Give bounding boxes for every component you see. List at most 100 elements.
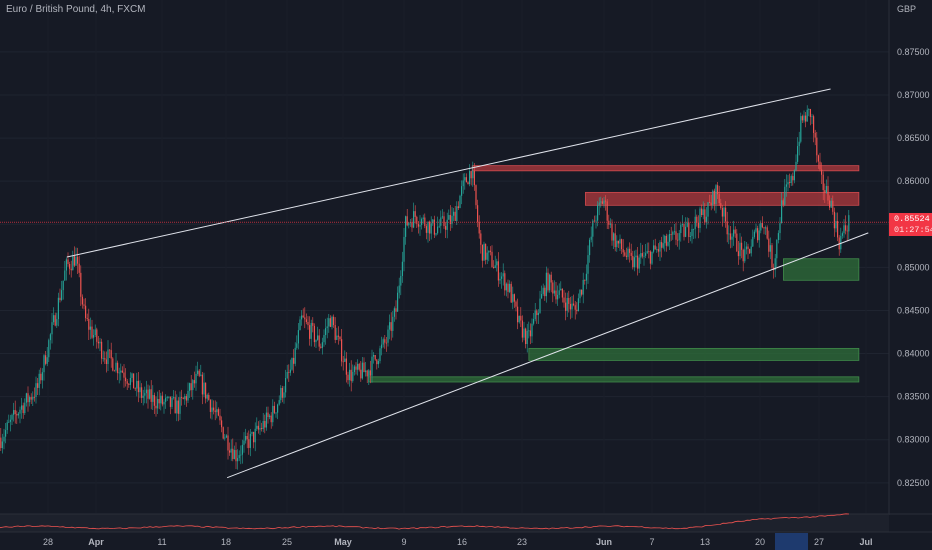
indicator-line — [0, 513, 850, 530]
price-tick-label: 0.84500 — [897, 305, 930, 315]
candle-body — [613, 233, 615, 241]
candle-body — [485, 243, 487, 260]
candle-body — [768, 238, 770, 252]
candle-body — [803, 115, 805, 121]
candle-body — [253, 431, 255, 443]
candle-body — [360, 369, 362, 379]
candle-body — [336, 335, 338, 340]
candle-body — [281, 387, 283, 398]
candle-body — [401, 261, 403, 276]
lower-trendline[interactable] — [226, 232, 869, 479]
candle-body — [793, 170, 795, 181]
candle-body — [614, 233, 616, 248]
candle-body — [525, 328, 527, 345]
resistance-zone[interactable] — [471, 165, 860, 172]
candle-body — [555, 290, 557, 300]
candle-body — [654, 245, 656, 250]
candle-body — [102, 358, 104, 359]
price-axis-panel[interactable] — [889, 0, 932, 550]
candle-body — [584, 279, 586, 281]
candle-body — [267, 412, 269, 418]
candle-body — [597, 204, 599, 221]
candle-body — [593, 220, 595, 222]
candle-body — [718, 194, 720, 204]
candle-body — [389, 322, 391, 330]
candle-body — [107, 349, 109, 365]
candle-body — [451, 215, 453, 224]
candle-body — [403, 236, 405, 262]
candle-body — [121, 370, 123, 373]
time-tick-label: 27 — [814, 537, 824, 547]
symbol-title[interactable]: Euro / British Pound, 4h, FXCM — [6, 4, 146, 15]
price-tick-label: 0.83500 — [897, 392, 930, 402]
candle-body — [515, 301, 517, 307]
support-zone[interactable] — [368, 376, 860, 383]
candle-body — [305, 319, 307, 323]
candle-body — [824, 190, 826, 193]
candle-body — [675, 231, 677, 240]
candle-body — [621, 239, 623, 250]
candle-body — [657, 249, 659, 252]
candle-body — [387, 329, 389, 343]
candle-body — [187, 390, 189, 401]
candle-body — [5, 430, 7, 437]
indicator-pane[interactable] — [0, 514, 889, 532]
candle-body — [608, 220, 610, 225]
candle-body — [432, 219, 434, 224]
support-zone[interactable] — [528, 347, 860, 361]
candle-body — [785, 184, 787, 187]
candle-body — [677, 239, 679, 241]
price-tick-label: 0.87500 — [897, 47, 930, 57]
candle-body — [592, 220, 594, 237]
candle-body — [680, 225, 682, 234]
candle-body — [566, 297, 568, 311]
candle-body — [544, 287, 546, 297]
candle-body — [678, 233, 680, 241]
candle-body — [821, 169, 823, 175]
candle-body — [158, 398, 160, 404]
candle-body — [501, 276, 503, 279]
candle-body — [77, 256, 79, 264]
candle-body — [109, 349, 111, 351]
candle-body — [99, 341, 101, 344]
candle-body — [441, 216, 443, 218]
candle-body — [181, 397, 183, 398]
candle-body — [443, 216, 445, 227]
resistance-zone[interactable] — [585, 191, 860, 206]
candle-body — [376, 359, 378, 365]
candle-body — [342, 361, 344, 363]
candle-body — [499, 278, 501, 281]
candle-body — [837, 221, 839, 238]
candle-body — [664, 235, 666, 244]
candle-body — [355, 366, 357, 370]
candle-body — [53, 315, 55, 323]
candle-body — [553, 290, 555, 294]
candle-body — [833, 211, 835, 229]
candle-body — [416, 216, 418, 224]
candle-body — [240, 454, 242, 456]
candle-body — [819, 161, 821, 170]
candle-body — [645, 253, 647, 256]
time-axis[interactable]: 28 Apr 11 18 25 May 9 16 23 Jun 7 13 20 27 Jul — [43, 537, 873, 547]
time-tick-label: 7 — [649, 537, 654, 547]
candle-body — [368, 370, 370, 377]
candle-body — [243, 440, 245, 445]
candle-body — [589, 239, 591, 256]
upper-trendline[interactable] — [66, 88, 831, 258]
candle-body — [422, 217, 424, 220]
candle-body — [606, 201, 608, 221]
support-zone[interactable] — [783, 258, 860, 281]
candle-body — [384, 339, 386, 343]
candle-body — [224, 437, 226, 439]
candle-body — [462, 180, 464, 187]
candle-body — [165, 397, 167, 402]
candle-body — [661, 242, 663, 248]
candle-body — [182, 397, 184, 399]
candle-body — [779, 223, 781, 234]
time-tick-label: 20 — [755, 537, 765, 547]
candle-body — [54, 315, 56, 326]
candle-body — [78, 263, 80, 273]
candle-body — [27, 393, 29, 403]
